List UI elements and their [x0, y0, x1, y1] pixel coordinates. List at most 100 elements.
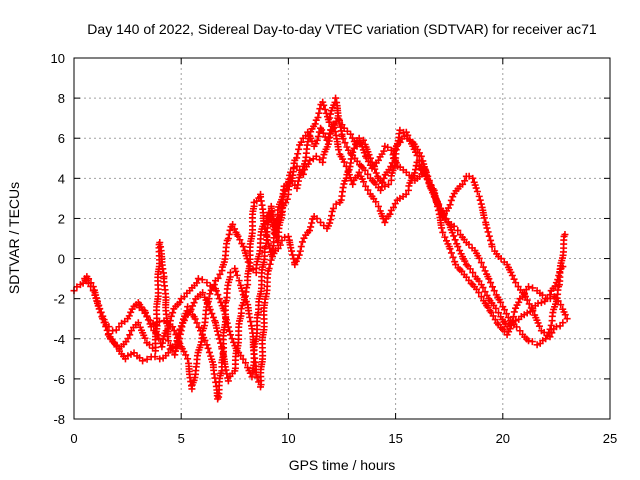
data-point-interpolated — [206, 290, 214, 298]
data-point-interpolated — [483, 224, 491, 232]
data-point-interpolated — [214, 291, 222, 299]
y-tick-label: -6 — [53, 372, 65, 387]
x-tick-label: 5 — [178, 431, 185, 446]
data-point-interpolated — [339, 184, 347, 192]
tick-layer: 0 5 10 15 20 25 -8 -6 -4 -2 0 2 4 6 8 10 — [51, 51, 618, 446]
data-point-interpolated — [432, 195, 440, 203]
data-point — [184, 355, 192, 363]
data-point-interpolated — [287, 244, 295, 252]
data-point — [342, 162, 350, 170]
data-point — [237, 305, 245, 313]
data-point-interpolated — [360, 149, 368, 157]
data-point-interpolated — [330, 123, 338, 131]
data-point-interpolated — [216, 270, 224, 278]
data-point — [510, 313, 518, 321]
data-point — [529, 307, 537, 315]
data-point-interpolated — [472, 184, 480, 192]
data-point-interpolated — [238, 287, 246, 295]
data-point — [557, 301, 565, 309]
data-point — [490, 287, 498, 295]
data-point — [525, 283, 533, 291]
data-point-interpolated — [535, 322, 543, 330]
data-point-interpolated — [361, 166, 369, 174]
data-point-interpolated — [389, 203, 397, 211]
data-point-interpolated — [226, 226, 234, 234]
data-point-interpolated — [73, 283, 81, 291]
data-point-interpolated — [326, 110, 334, 118]
data-point-interpolated — [266, 244, 274, 252]
data-point-interpolated — [336, 119, 344, 127]
data-point-interpolated — [331, 128, 339, 136]
data-point-interpolated — [459, 180, 467, 188]
data-point — [304, 128, 312, 136]
grid-layer — [74, 58, 610, 419]
data-point-interpolated — [264, 236, 272, 244]
data-point-interpolated — [308, 219, 316, 227]
data-point — [246, 263, 254, 271]
data-point-interpolated — [124, 334, 132, 342]
data-point — [169, 323, 177, 331]
data-point-interpolated — [243, 255, 251, 263]
data-point-interpolated — [99, 315, 107, 323]
data-point — [546, 333, 554, 341]
data-point-interpolated — [266, 211, 274, 219]
data-point-interpolated — [479, 263, 487, 271]
data-point-interpolated — [236, 236, 244, 244]
data-point-interpolated — [534, 319, 542, 327]
data-point-interpolated — [509, 317, 517, 325]
data-point-interpolated — [281, 233, 289, 241]
data-point-interpolated — [253, 374, 261, 382]
data-point — [454, 226, 462, 234]
data-point-interpolated — [446, 201, 454, 209]
data-point — [194, 275, 202, 283]
data-point — [199, 289, 207, 297]
data-point — [312, 152, 320, 160]
data-point-interpolated — [432, 198, 440, 206]
data-point-interpolated — [438, 224, 446, 232]
data-point — [203, 279, 211, 287]
data-point-interpolated — [488, 283, 496, 291]
y-axis-label: SDTVAR / TECUs — [6, 182, 22, 294]
data-point-interpolated — [360, 178, 368, 186]
data-point-interpolated — [247, 318, 255, 326]
data-point-interpolated — [217, 339, 225, 347]
data-point — [413, 158, 421, 166]
data-point — [229, 220, 237, 228]
data-point-interpolated — [110, 339, 118, 347]
data-point-interpolated — [481, 288, 489, 296]
data-point-interpolated — [384, 143, 392, 151]
data-point-interpolated — [523, 309, 531, 317]
data-point-interpolated — [206, 306, 214, 314]
data-point-interpolated — [419, 168, 427, 176]
data-point-interpolated — [489, 312, 497, 320]
data-point-interpolated — [321, 105, 329, 113]
data-point-interpolated — [307, 134, 315, 142]
data-point-interpolated — [497, 298, 505, 306]
data-point — [561, 230, 569, 238]
data-point-interpolated — [487, 279, 495, 287]
data-point-interpolated — [176, 325, 184, 333]
data-point-interpolated — [446, 245, 454, 253]
data-markers — [70, 94, 571, 403]
data-point-interpolated — [404, 131, 412, 139]
data-point-interpolated — [311, 120, 319, 128]
data-point-interpolated — [485, 232, 493, 240]
data-point — [537, 299, 545, 307]
data-point — [477, 259, 485, 267]
data-point-interpolated — [340, 158, 348, 166]
data-point-interpolated — [193, 279, 201, 287]
data-point-interpolated — [176, 298, 184, 306]
data-point-interpolated — [519, 293, 527, 301]
data-point-interpolated — [429, 185, 437, 193]
data-point — [143, 313, 151, 321]
data-point-interpolated — [215, 295, 223, 303]
data-point-interpolated — [261, 220, 269, 228]
data-point-interpolated — [233, 271, 241, 279]
data-point-interpolated — [379, 178, 387, 186]
data-point — [227, 331, 235, 339]
data-point-interpolated — [510, 308, 518, 316]
data-point-interpolated — [441, 233, 449, 241]
data-point — [242, 359, 250, 367]
data-point-interpolated — [485, 275, 493, 283]
